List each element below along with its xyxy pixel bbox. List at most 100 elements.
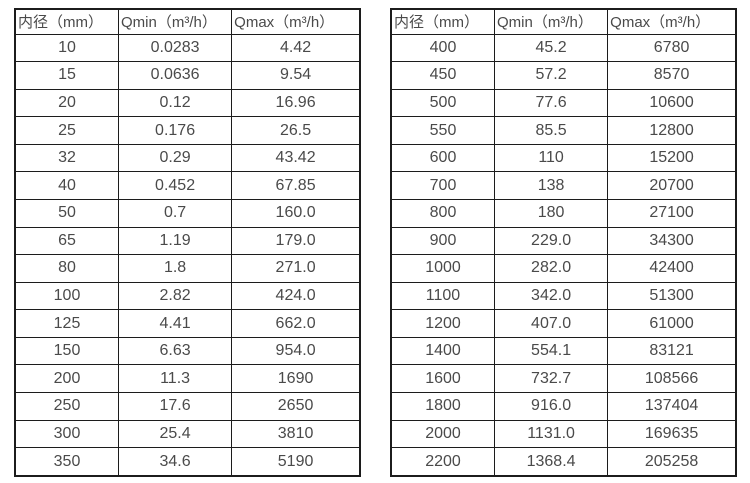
table-cell: 65 <box>14 226 119 256</box>
table-cell: 6780 <box>607 33 737 63</box>
table-row: 1400 554.1 83121 <box>390 336 737 366</box>
table-cell: 1600 <box>390 364 495 394</box>
table-cell: 1690 <box>231 364 361 394</box>
table-row: 10 0.0283 4.42 <box>14 33 361 63</box>
table-cell: 229.0 <box>493 226 609 256</box>
table-cell: 800 <box>390 198 495 228</box>
table-cell: 180 <box>493 198 609 228</box>
table-row: 1200 407.0 61000 <box>390 309 737 338</box>
column-header: 内径（mm） <box>14 8 119 35</box>
table-row: 450 57.2 8570 <box>390 61 737 90</box>
table-cell: 25.4 <box>117 419 233 449</box>
column-header: Qmin（m³/h） <box>493 8 609 35</box>
table-cell: 732.7 <box>493 364 609 394</box>
table-cell: 271.0 <box>231 254 361 283</box>
table-row: 2200 1368.4 205258 <box>390 447 737 477</box>
column-header: Qmin（m³/h） <box>117 8 233 35</box>
table-cell: 342.0 <box>493 281 609 311</box>
table-cell: 26.5 <box>231 116 361 145</box>
table-cell: 554.1 <box>493 336 609 366</box>
table-row: 1100 342.0 51300 <box>390 281 737 311</box>
table-cell: 954.0 <box>231 336 361 366</box>
table-row: 400 45.2 6780 <box>390 33 737 63</box>
table-cell: 3810 <box>231 419 361 449</box>
table-row: 65 1.19 179.0 <box>14 226 361 256</box>
table-cell: 600 <box>390 143 495 173</box>
table-cell: 85.5 <box>493 116 609 145</box>
table-row: 600 110 15200 <box>390 143 737 173</box>
table-cell: 350 <box>14 447 119 477</box>
table-cell: 8570 <box>607 61 737 90</box>
header-row: 内径（mm） Qmin（m³/h） Qmax（m³/h） <box>14 8 361 35</box>
table-cell: 10600 <box>607 88 737 118</box>
table-row: 1600 732.7 108566 <box>390 364 737 394</box>
table-row: 800 180 27100 <box>390 198 737 228</box>
table-cell: 500 <box>390 88 495 118</box>
table-cell: 205258 <box>607 447 737 477</box>
table-cell: 1000 <box>390 254 495 283</box>
table-cell: 1400 <box>390 336 495 366</box>
table-cell: 450 <box>390 61 495 90</box>
table-cell: 12800 <box>607 116 737 145</box>
table-row: 550 85.5 12800 <box>390 116 737 145</box>
table-cell: 6.63 <box>117 336 233 366</box>
table-cell: 2200 <box>390 447 495 477</box>
table-cell: 51300 <box>607 281 737 311</box>
table-cell: 5190 <box>231 447 361 477</box>
table-cell: 61000 <box>607 309 737 338</box>
table-cell: 1.8 <box>117 254 233 283</box>
table-cell: 138 <box>493 171 609 200</box>
table-cell: 16.96 <box>231 88 361 118</box>
table-cell: 15200 <box>607 143 737 173</box>
table-cell: 700 <box>390 171 495 200</box>
table-cell: 250 <box>14 392 119 421</box>
table-cell: 108566 <box>607 364 737 394</box>
table-cell: 40 <box>14 171 119 200</box>
table-cell: 67.85 <box>231 171 361 200</box>
table-cell: 10 <box>14 33 119 63</box>
table-cell: 1800 <box>390 392 495 421</box>
table-cell: 4.42 <box>231 33 361 63</box>
table-row: 20 0.12 16.96 <box>14 88 361 118</box>
table-cell: 83121 <box>607 336 737 366</box>
table-cell: 15 <box>14 61 119 90</box>
table-cell: 1368.4 <box>493 447 609 477</box>
table-cell: 0.29 <box>117 143 233 173</box>
table-cell: 27100 <box>607 198 737 228</box>
table-row: 40 0.452 67.85 <box>14 171 361 200</box>
header-row: 内径（mm） Qmin（m³/h） Qmax（m³/h） <box>390 8 737 35</box>
table-cell: 100 <box>14 281 119 311</box>
table-cell: 4.41 <box>117 309 233 338</box>
table-cell: 282.0 <box>493 254 609 283</box>
table-row: 150 6.63 954.0 <box>14 336 361 366</box>
flow-table-small-diameters: 内径（mm） Qmin（m³/h） Qmax（m³/h） 10 0.0283 4.42 1… <box>14 8 361 477</box>
table-cell: 550 <box>390 116 495 145</box>
table-cell: 20 <box>14 88 119 118</box>
table-cell: 137404 <box>607 392 737 421</box>
table-cell: 77.6 <box>493 88 609 118</box>
table-cell: 125 <box>14 309 119 338</box>
table-row: 250 17.6 2650 <box>14 392 361 421</box>
table-cell: 34.6 <box>117 447 233 477</box>
table-cell: 25 <box>14 116 119 145</box>
table-row: 500 77.6 10600 <box>390 88 737 118</box>
column-header: Qmax（m³/h） <box>231 8 361 35</box>
table-cell: 407.0 <box>493 309 609 338</box>
table-cell: 179.0 <box>231 226 361 256</box>
table-cell: 662.0 <box>231 309 361 338</box>
table-cell: 900 <box>390 226 495 256</box>
table-row: 25 0.176 26.5 <box>14 116 361 145</box>
table-row: 1800 916.0 137404 <box>390 392 737 421</box>
table-row: 125 4.41 662.0 <box>14 309 361 338</box>
table-cell: 2650 <box>231 392 361 421</box>
table-row: 100 2.82 424.0 <box>14 281 361 311</box>
table-row: 700 138 20700 <box>390 171 737 200</box>
column-header: 内径（mm） <box>390 8 495 35</box>
table-cell: 0.0283 <box>117 33 233 63</box>
table-row: 300 25.4 3810 <box>14 419 361 449</box>
table-cell: 1131.0 <box>493 419 609 449</box>
table-cell: 57.2 <box>493 61 609 90</box>
flow-table-large-diameters: 内径（mm） Qmin（m³/h） Qmax（m³/h） 400 45.2 6780 45… <box>390 8 737 477</box>
table-cell: 300 <box>14 419 119 449</box>
